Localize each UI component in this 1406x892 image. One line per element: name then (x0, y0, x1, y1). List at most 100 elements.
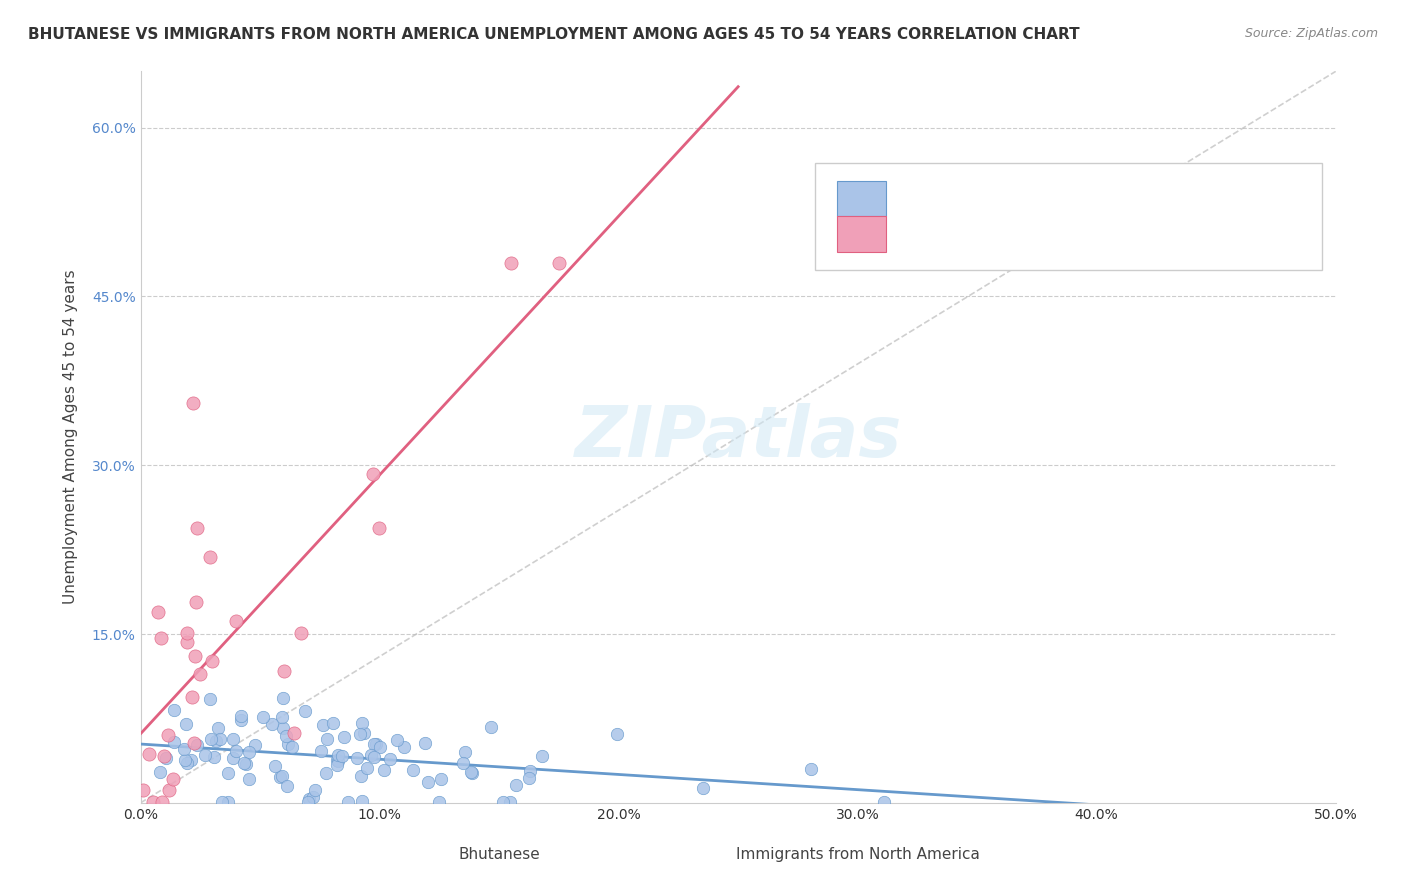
Point (271, 710, 294, 724)
Point (326, 748, 349, 763)
Text: 0.486: 0.486 (942, 223, 994, 241)
Point (271, 769, 294, 783)
Point (451, 756, 474, 771)
Point (315, 766, 337, 780)
Point (461, 765, 484, 780)
Point (416, 775, 439, 789)
Point (264, 759, 287, 773)
Point (326, 754, 349, 768)
Point (325, 757, 347, 772)
Point (149, 631, 172, 645)
Point (148, 605, 170, 619)
Point (605, 727, 627, 741)
Point (332, 731, 354, 745)
Point (363, 467, 385, 481)
Point (352, 794, 374, 808)
Point (194, 747, 217, 762)
Point (349, 726, 371, 740)
Point (505, 778, 527, 792)
Point (152, 748, 174, 763)
Point (430, 772, 453, 787)
Y-axis label: Unemployment Among Ages 45 to 54 years: Unemployment Among Ages 45 to 54 years (63, 269, 77, 605)
Point (302, 789, 325, 804)
Point (378, 752, 401, 766)
Point (173, 741, 195, 756)
Point (208, 731, 231, 746)
Point (273, 664, 295, 678)
Point (316, 731, 339, 746)
Point (363, 738, 385, 752)
Text: Source: ZipAtlas.com: Source: ZipAtlas.com (1244, 27, 1378, 40)
Point (274, 729, 297, 743)
Point (217, 766, 239, 780)
Text: N =: N = (1047, 223, 1084, 241)
Point (229, 713, 252, 727)
Point (186, 738, 208, 752)
Point (368, 740, 391, 755)
Point (692, 780, 714, 795)
Point (155, 751, 177, 765)
Point (173, 753, 195, 767)
Point (394, 739, 416, 754)
Point (157, 782, 180, 797)
Point (232, 756, 254, 770)
Point (225, 744, 247, 758)
Point (350, 716, 373, 731)
Point (326, 753, 349, 767)
Point (873, 795, 896, 809)
Point (531, 749, 554, 764)
Point (360, 748, 382, 763)
Point (269, 770, 291, 784)
Point (176, 635, 198, 649)
Point (235, 757, 257, 772)
Point (298, 792, 321, 806)
Point (183, 736, 205, 750)
Point (322, 715, 344, 730)
Point (162, 703, 184, 717)
Point (180, 753, 202, 767)
Point (402, 764, 425, 778)
Point (200, 550, 222, 565)
Text: Bhutanese: Bhutanese (458, 847, 540, 862)
Text: BHUTANESE VS IMMIGRANTS FROM NORTH AMERICA UNEMPLOYMENT AMONG AGES 45 TO 54 YEAR: BHUTANESE VS IMMIGRANTS FROM NORTH AMERI… (28, 27, 1080, 42)
Point (479, 720, 502, 734)
Point (346, 750, 368, 764)
Point (217, 795, 239, 809)
Point (294, 704, 316, 718)
Point (271, 721, 294, 735)
Point (198, 692, 221, 706)
Point (252, 710, 274, 724)
Point (281, 739, 304, 754)
Point (190, 667, 212, 681)
Point (427, 795, 450, 809)
Point (184, 595, 207, 609)
Point (176, 756, 198, 771)
Point (163, 735, 186, 749)
Point (330, 749, 353, 764)
Point (204, 733, 226, 747)
Point (453, 745, 475, 759)
Point (181, 396, 204, 410)
Point (283, 726, 305, 740)
Point (150, 795, 173, 809)
Point (353, 725, 375, 739)
Point (202, 749, 225, 764)
Text: Immigrants from North America: Immigrants from North America (735, 847, 980, 862)
Point (176, 625, 198, 640)
Point (211, 795, 233, 809)
Point (181, 690, 204, 704)
Point (260, 717, 283, 731)
Point (238, 745, 260, 759)
Point (183, 648, 205, 663)
Point (350, 769, 373, 783)
Point (142, 795, 165, 809)
Point (229, 709, 252, 723)
Point (312, 718, 335, 732)
Text: ZIPatlas: ZIPatlas (575, 402, 901, 472)
Point (548, 255, 571, 269)
Point (373, 763, 395, 777)
Point (207, 721, 229, 735)
Point (157, 728, 180, 742)
Point (517, 771, 540, 785)
Point (311, 744, 333, 758)
